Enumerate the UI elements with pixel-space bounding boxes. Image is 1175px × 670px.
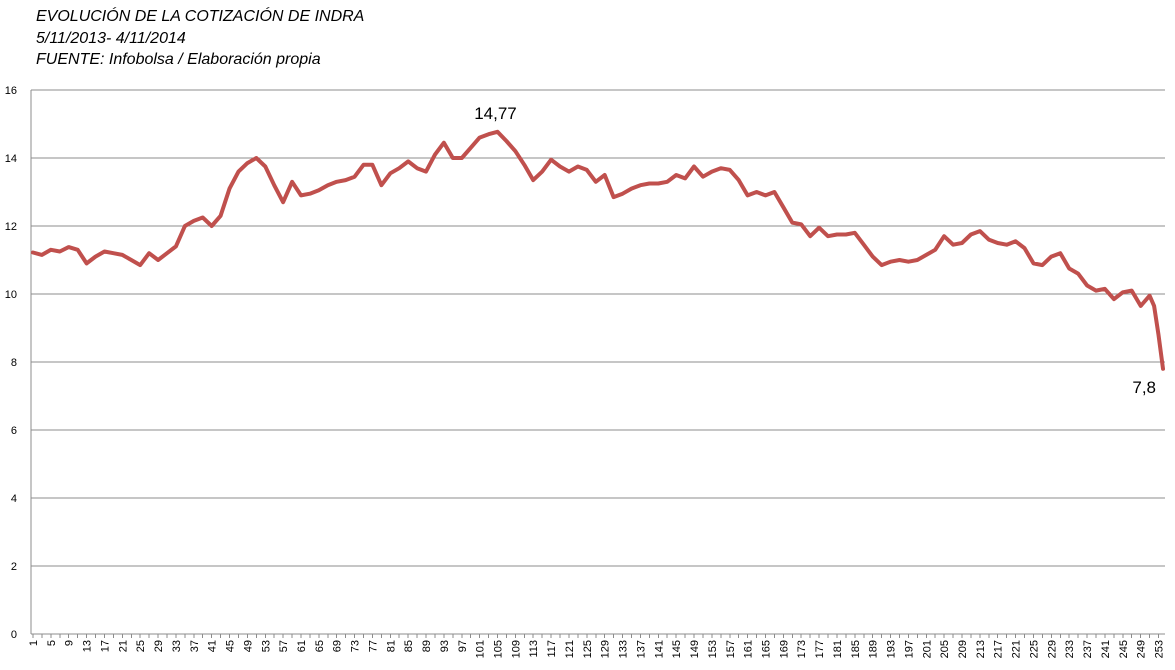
data-label: 14,77 [474, 104, 517, 123]
x-tick-label: 29 [153, 640, 165, 652]
x-tick-label: 109 [510, 640, 522, 658]
y-tick-label: 0 [11, 629, 17, 641]
x-tick-label: 69 [332, 640, 344, 652]
x-tick-label: 149 [689, 640, 701, 658]
x-tick-label: 169 [778, 640, 790, 658]
x-tick-label: 225 [1028, 640, 1040, 658]
x-tick-label: 105 [493, 640, 505, 658]
y-tick-label: 10 [5, 289, 17, 301]
y-tick-label: 4 [11, 493, 17, 505]
x-tick-label: 57 [278, 640, 290, 652]
x-tick-label: 45 [225, 640, 237, 652]
x-tick-label: 81 [385, 640, 397, 652]
x-tick-label: 181 [832, 640, 844, 658]
x-tick-label: 165 [760, 640, 772, 658]
y-tick-label: 14 [5, 153, 17, 165]
x-tick-label: 5 [46, 640, 58, 646]
x-tick-label: 213 [975, 640, 987, 658]
x-tick-label: 9 [64, 640, 76, 646]
x-tick-label: 21 [117, 640, 129, 652]
x-tick-label: 37 [189, 640, 201, 652]
x-tick-label: 153 [707, 640, 719, 658]
x-tick-label: 177 [814, 640, 826, 658]
y-tick-label: 2 [11, 561, 17, 573]
chart-title: EVOLUCIÓN DE LA COTIZACIÓN DE INDRA [36, 8, 365, 25]
x-tick-label: 209 [957, 640, 969, 658]
x-tick-label: 161 [743, 640, 755, 658]
x-tick-label: 13 [82, 640, 94, 652]
x-tick-label: 141 [653, 640, 665, 658]
x-tick-label: 201 [921, 640, 933, 658]
x-tick-label: 53 [260, 640, 272, 652]
x-tick-label: 249 [1136, 640, 1148, 658]
x-tick-label: 137 [635, 640, 647, 658]
x-tick-label: 65 [314, 640, 326, 652]
y-tick-label: 12 [5, 221, 17, 233]
x-tick-label: 17 [99, 640, 111, 652]
x-tick-label: 245 [1118, 640, 1130, 658]
x-tick-label: 237 [1082, 640, 1094, 658]
x-tick-label: 233 [1064, 640, 1076, 658]
x-tick-label: 41 [207, 640, 219, 652]
x-tick-label: 33 [171, 640, 183, 652]
x-tick-label: 85 [403, 640, 415, 652]
x-tick-label: 221 [1011, 640, 1023, 658]
chart-date-range: 5/11/2013- 4/11/2014 [36, 29, 186, 47]
x-tick-label: 121 [564, 640, 576, 658]
x-tick-label: 73 [350, 640, 362, 652]
chart-title-block: EVOLUCIÓN DE LA COTIZACIÓN DE INDRA 5/11… [36, 6, 364, 71]
x-tick-label: 117 [546, 640, 558, 658]
y-tick-label: 16 [5, 85, 17, 97]
x-tick-label: 97 [457, 640, 469, 652]
x-tick-label: 49 [242, 640, 254, 652]
x-tick-label: 193 [886, 640, 898, 658]
x-tick-label: 145 [671, 640, 683, 658]
x-tick-label: 89 [421, 640, 433, 652]
x-tick-label: 93 [439, 640, 451, 652]
x-tick-label: 229 [1046, 640, 1058, 658]
x-tick-label: 25 [135, 640, 147, 652]
x-tick-label: 113 [528, 640, 540, 658]
x-tick-label: 205 [939, 640, 951, 658]
x-tick-label: 197 [903, 640, 915, 658]
price-series-line [31, 129, 1165, 371]
x-tick-label: 77 [367, 640, 379, 652]
x-tick-label: 173 [796, 640, 808, 658]
x-tick-label: 61 [296, 640, 308, 652]
y-tick-label: 8 [11, 357, 17, 369]
x-tick-label: 101 [475, 640, 487, 658]
chart-source: FUENTE: Infobolsa / Elaboración propia [36, 51, 321, 68]
x-tick-label: 157 [725, 640, 737, 658]
x-tick-label: 189 [868, 640, 880, 658]
x-tick-label: 125 [582, 640, 594, 658]
y-tick-label: 6 [11, 425, 17, 437]
data-label: 7,8 [1132, 378, 1156, 397]
x-tick-label: 241 [1100, 640, 1112, 658]
x-tick-label: 1 [28, 640, 40, 646]
x-tick-label: 129 [600, 640, 612, 658]
x-tick-label: 133 [618, 640, 630, 658]
x-tick-label: 185 [850, 640, 862, 658]
x-tick-label: 217 [993, 640, 1005, 658]
x-tick-label: 253 [1154, 640, 1166, 658]
